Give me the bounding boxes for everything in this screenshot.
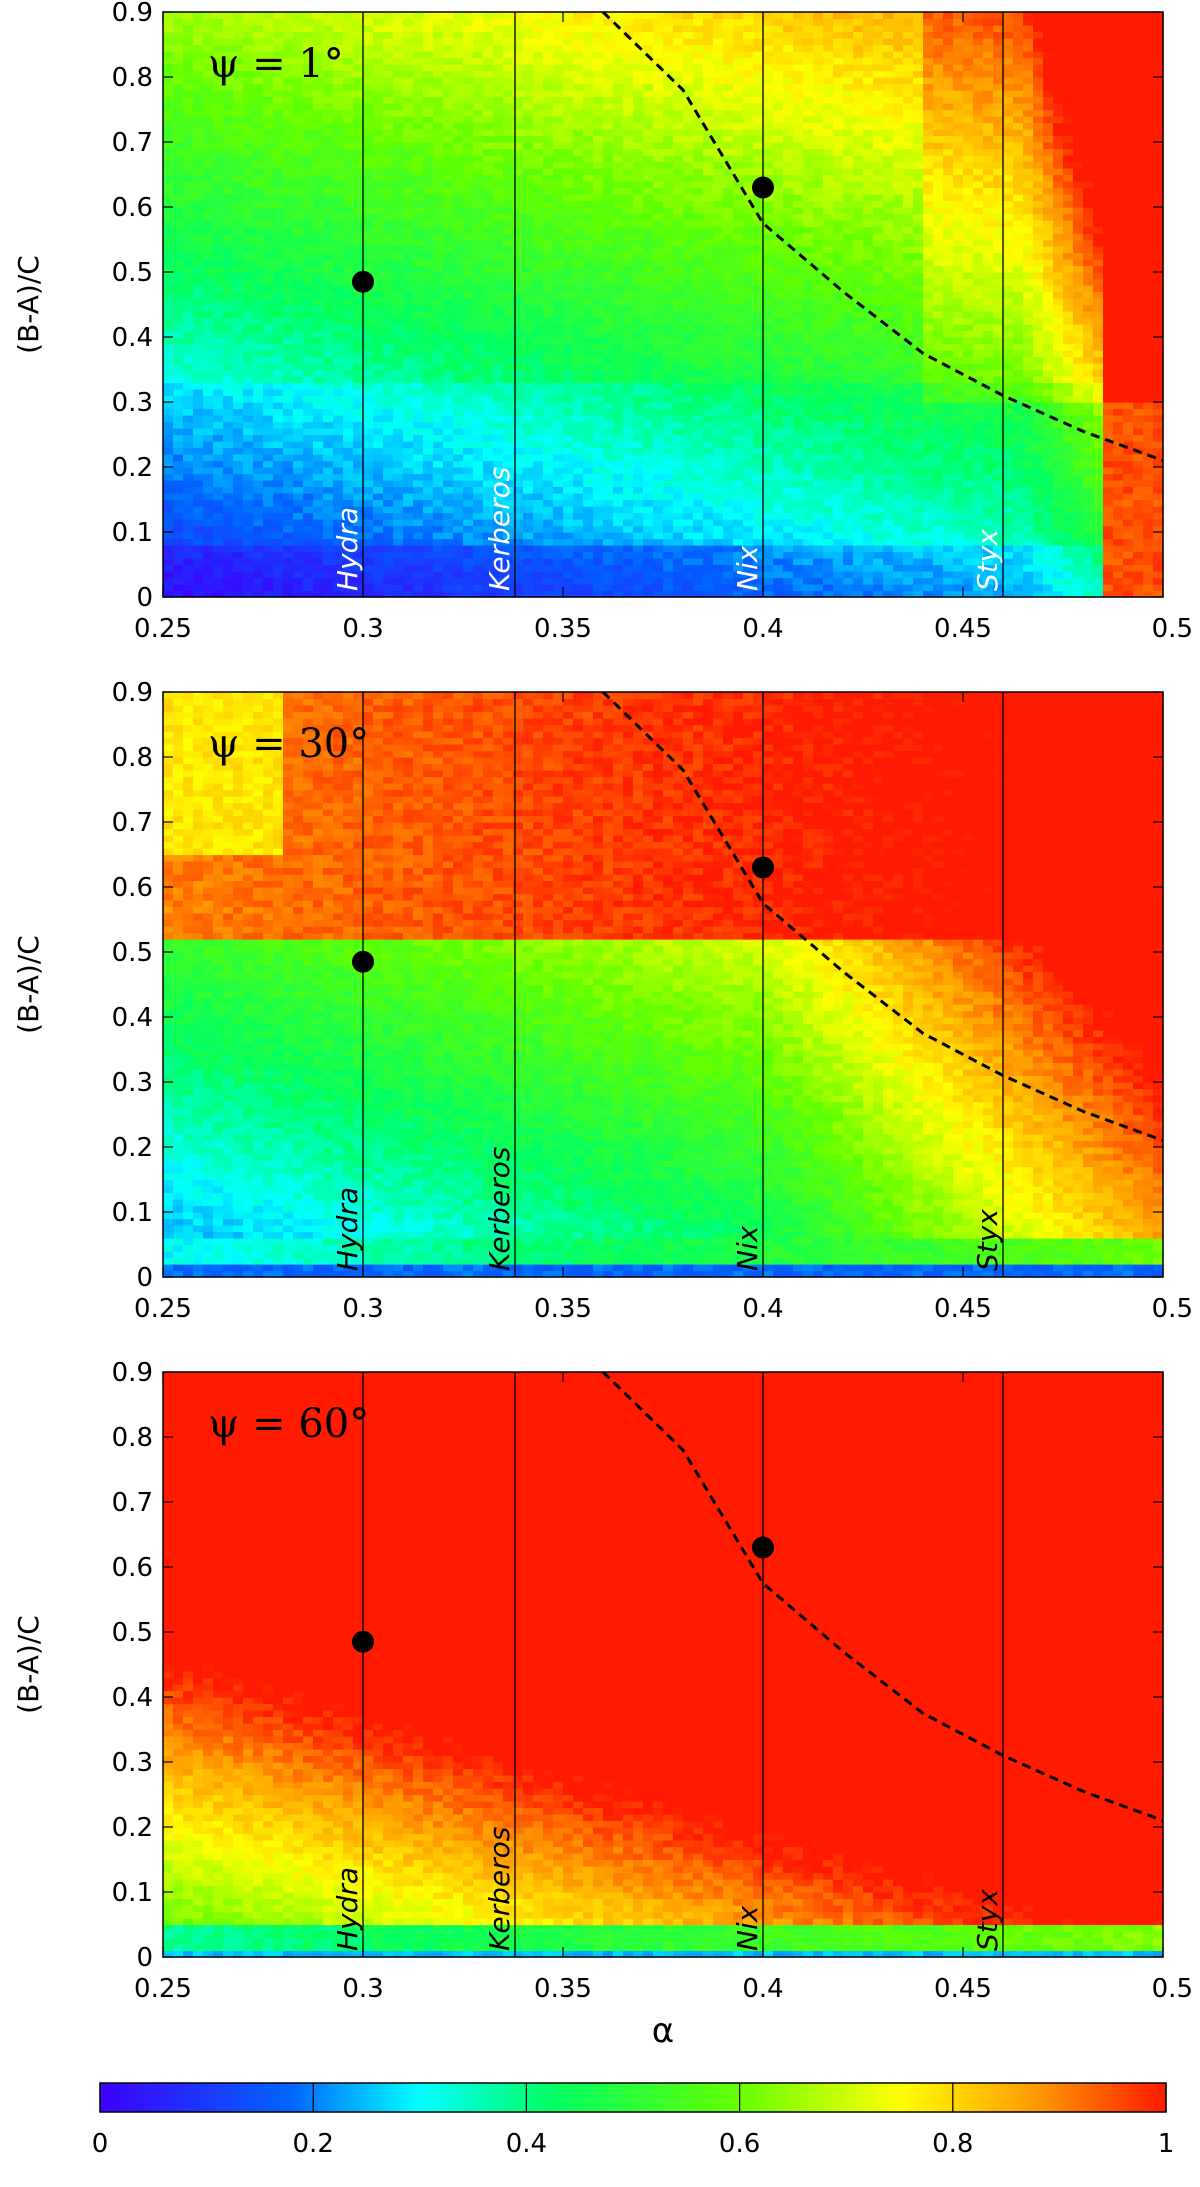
colorbar-tick-label: 0.2 [293, 2129, 334, 2159]
y-tick-label: 0 [136, 1943, 153, 1973]
colorbar-gradient [99, 2082, 1167, 2113]
x-tick-label: 0.25 [134, 1294, 192, 1324]
y-tick-label: 0.1 [112, 1198, 153, 1228]
y-tick-label: 0.4 [112, 323, 153, 353]
y-tick-label: 0.2 [112, 1813, 153, 1843]
moon-label-nix: Nix [731, 1225, 764, 1271]
x-tick-label: 0.35 [534, 614, 592, 644]
x-tick-label: 0.25 [134, 614, 192, 644]
x-tick-label: 0.4 [742, 1974, 783, 2004]
dashed-curve [601, 1370, 1164, 1822]
moon-label-kerberos: Kerberos [483, 467, 516, 591]
y-axis-label: (B-A)/C [12, 255, 45, 354]
heatmap [163, 1372, 1164, 1958]
colorbar: 0 0.2 0.4 0.6 0.8 1 [92, 2082, 1175, 2159]
plot-frame [162, 691, 1164, 1278]
x-tick-label: 0.5 [1152, 1974, 1193, 2004]
y-tick-label: 0.5 [112, 938, 153, 968]
x-tick-label: 0.4 [742, 614, 783, 644]
x-tick-label: 0.25 [134, 1974, 192, 2004]
y-tick-label: 0.3 [112, 1748, 153, 1778]
colorbar-tick-label: 0.6 [719, 2129, 760, 2159]
y-tick-label: 0.6 [112, 1553, 153, 1583]
y-tick-label: 0.8 [112, 743, 153, 773]
y-tick-label: 0.4 [112, 1683, 153, 1713]
x-tick-label: 0.3 [342, 1974, 383, 2004]
x-tick-label: 0.3 [342, 1294, 383, 1324]
moon-label-hydra: Hydra [331, 507, 364, 591]
y-tick-label: 0.7 [112, 808, 153, 838]
y-tick-label: 0.7 [112, 1488, 153, 1518]
data-point-2 [752, 856, 774, 879]
y-tick-label: 0.1 [112, 518, 153, 548]
dashed-curve [601, 690, 1164, 1142]
y-tick-label: 0.3 [112, 1068, 153, 1098]
x-tick-label: 0.3 [342, 614, 383, 644]
psi-annotation: ψ = 1° [208, 41, 344, 87]
moon-label-kerberos: Kerberos [483, 1827, 516, 1951]
y-tick-label: 0.1 [112, 1878, 153, 1908]
heatmap [163, 12, 1164, 598]
colorbar-tick-label: 0.8 [932, 2129, 973, 2159]
data-point-1 [352, 270, 374, 293]
y-tick-label: 0.8 [112, 1423, 153, 1453]
data-point-1 [352, 950, 374, 973]
moon-label-hydra: Hydra [331, 1867, 364, 1951]
moon-label-nix: Nix [731, 545, 764, 591]
y-tick-label: 0.7 [112, 128, 153, 158]
moon-label-nix: Nix [731, 1905, 764, 1951]
panel-1: Hydra Kerberos Nix Styx 0 0.1 0.2 0.3 0.4 0.5 0.6 0… [12, 0, 1193, 644]
y-tick-label: 0.2 [112, 1133, 153, 1163]
data-point-1 [352, 1630, 374, 1653]
y-tick-label: 0.4 [112, 1003, 153, 1033]
heatmap [163, 692, 1164, 1278]
x-tick-label: 0.45 [934, 614, 992, 644]
y-tick-label: 0.9 [112, 0, 153, 28]
x-tick-label: 0.35 [534, 1974, 592, 2004]
y-tick-label: 0.9 [112, 1358, 153, 1388]
moon-label-styx: Styx [971, 1889, 1004, 1951]
y-axis-label: (B-A)/C [12, 935, 45, 1034]
x-tick-label: 0.45 [934, 1974, 992, 2004]
y-tick-label: 0.2 [112, 453, 153, 483]
y-tick-label: 0.6 [112, 873, 153, 903]
colorbar-tick-label: 1 [1158, 2129, 1175, 2159]
moon-label-styx: Styx [971, 1209, 1004, 1271]
psi-annotation: ψ = 30° [208, 721, 369, 767]
moon-label-kerberos: Kerberos [483, 1147, 516, 1271]
x-axis-label: α [652, 2011, 674, 2051]
y-tick-label: 0.5 [112, 258, 153, 288]
dashed-curve [601, 10, 1164, 462]
y-tick-label: 0.9 [112, 678, 153, 708]
x-tick-label: 0.5 [1152, 614, 1193, 644]
data-point-2 [752, 176, 774, 199]
psi-annotation: ψ = 60° [208, 1401, 369, 1447]
plot-frame [162, 1371, 1164, 1958]
y-tick-label: 0 [136, 583, 153, 613]
colorbar-tick-label: 0 [92, 2129, 109, 2159]
y-axis-label: (B-A)/C [12, 1615, 45, 1714]
y-tick-label: 0.3 [112, 388, 153, 418]
colorbar-tick-label: 0.4 [506, 2129, 547, 2159]
x-tick-label: 0.35 [534, 1294, 592, 1324]
y-tick-label: 0.5 [112, 1618, 153, 1648]
moon-label-styx: Styx [971, 529, 1004, 591]
panel-2: Hydra Kerberos Nix Styx 0 0.1 0.2 0.3 0.4 0.5 0.6 0… [12, 678, 1193, 1324]
y-tick-label: 0 [136, 1263, 153, 1293]
data-point-2 [752, 1536, 774, 1559]
x-tick-label: 0.45 [934, 1294, 992, 1324]
panel-3: Hydra Kerberos Nix Styx 0 0.1 0.2 0.3 0.4 0.5 0.6 0… [12, 1358, 1193, 2051]
y-tick-label: 0.6 [112, 193, 153, 223]
y-tick-label: 0.8 [112, 63, 153, 93]
x-tick-label: 0.5 [1152, 1294, 1193, 1324]
plot-frame [162, 11, 1164, 598]
moon-label-hydra: Hydra [331, 1187, 364, 1271]
x-tick-label: 0.4 [742, 1294, 783, 1324]
